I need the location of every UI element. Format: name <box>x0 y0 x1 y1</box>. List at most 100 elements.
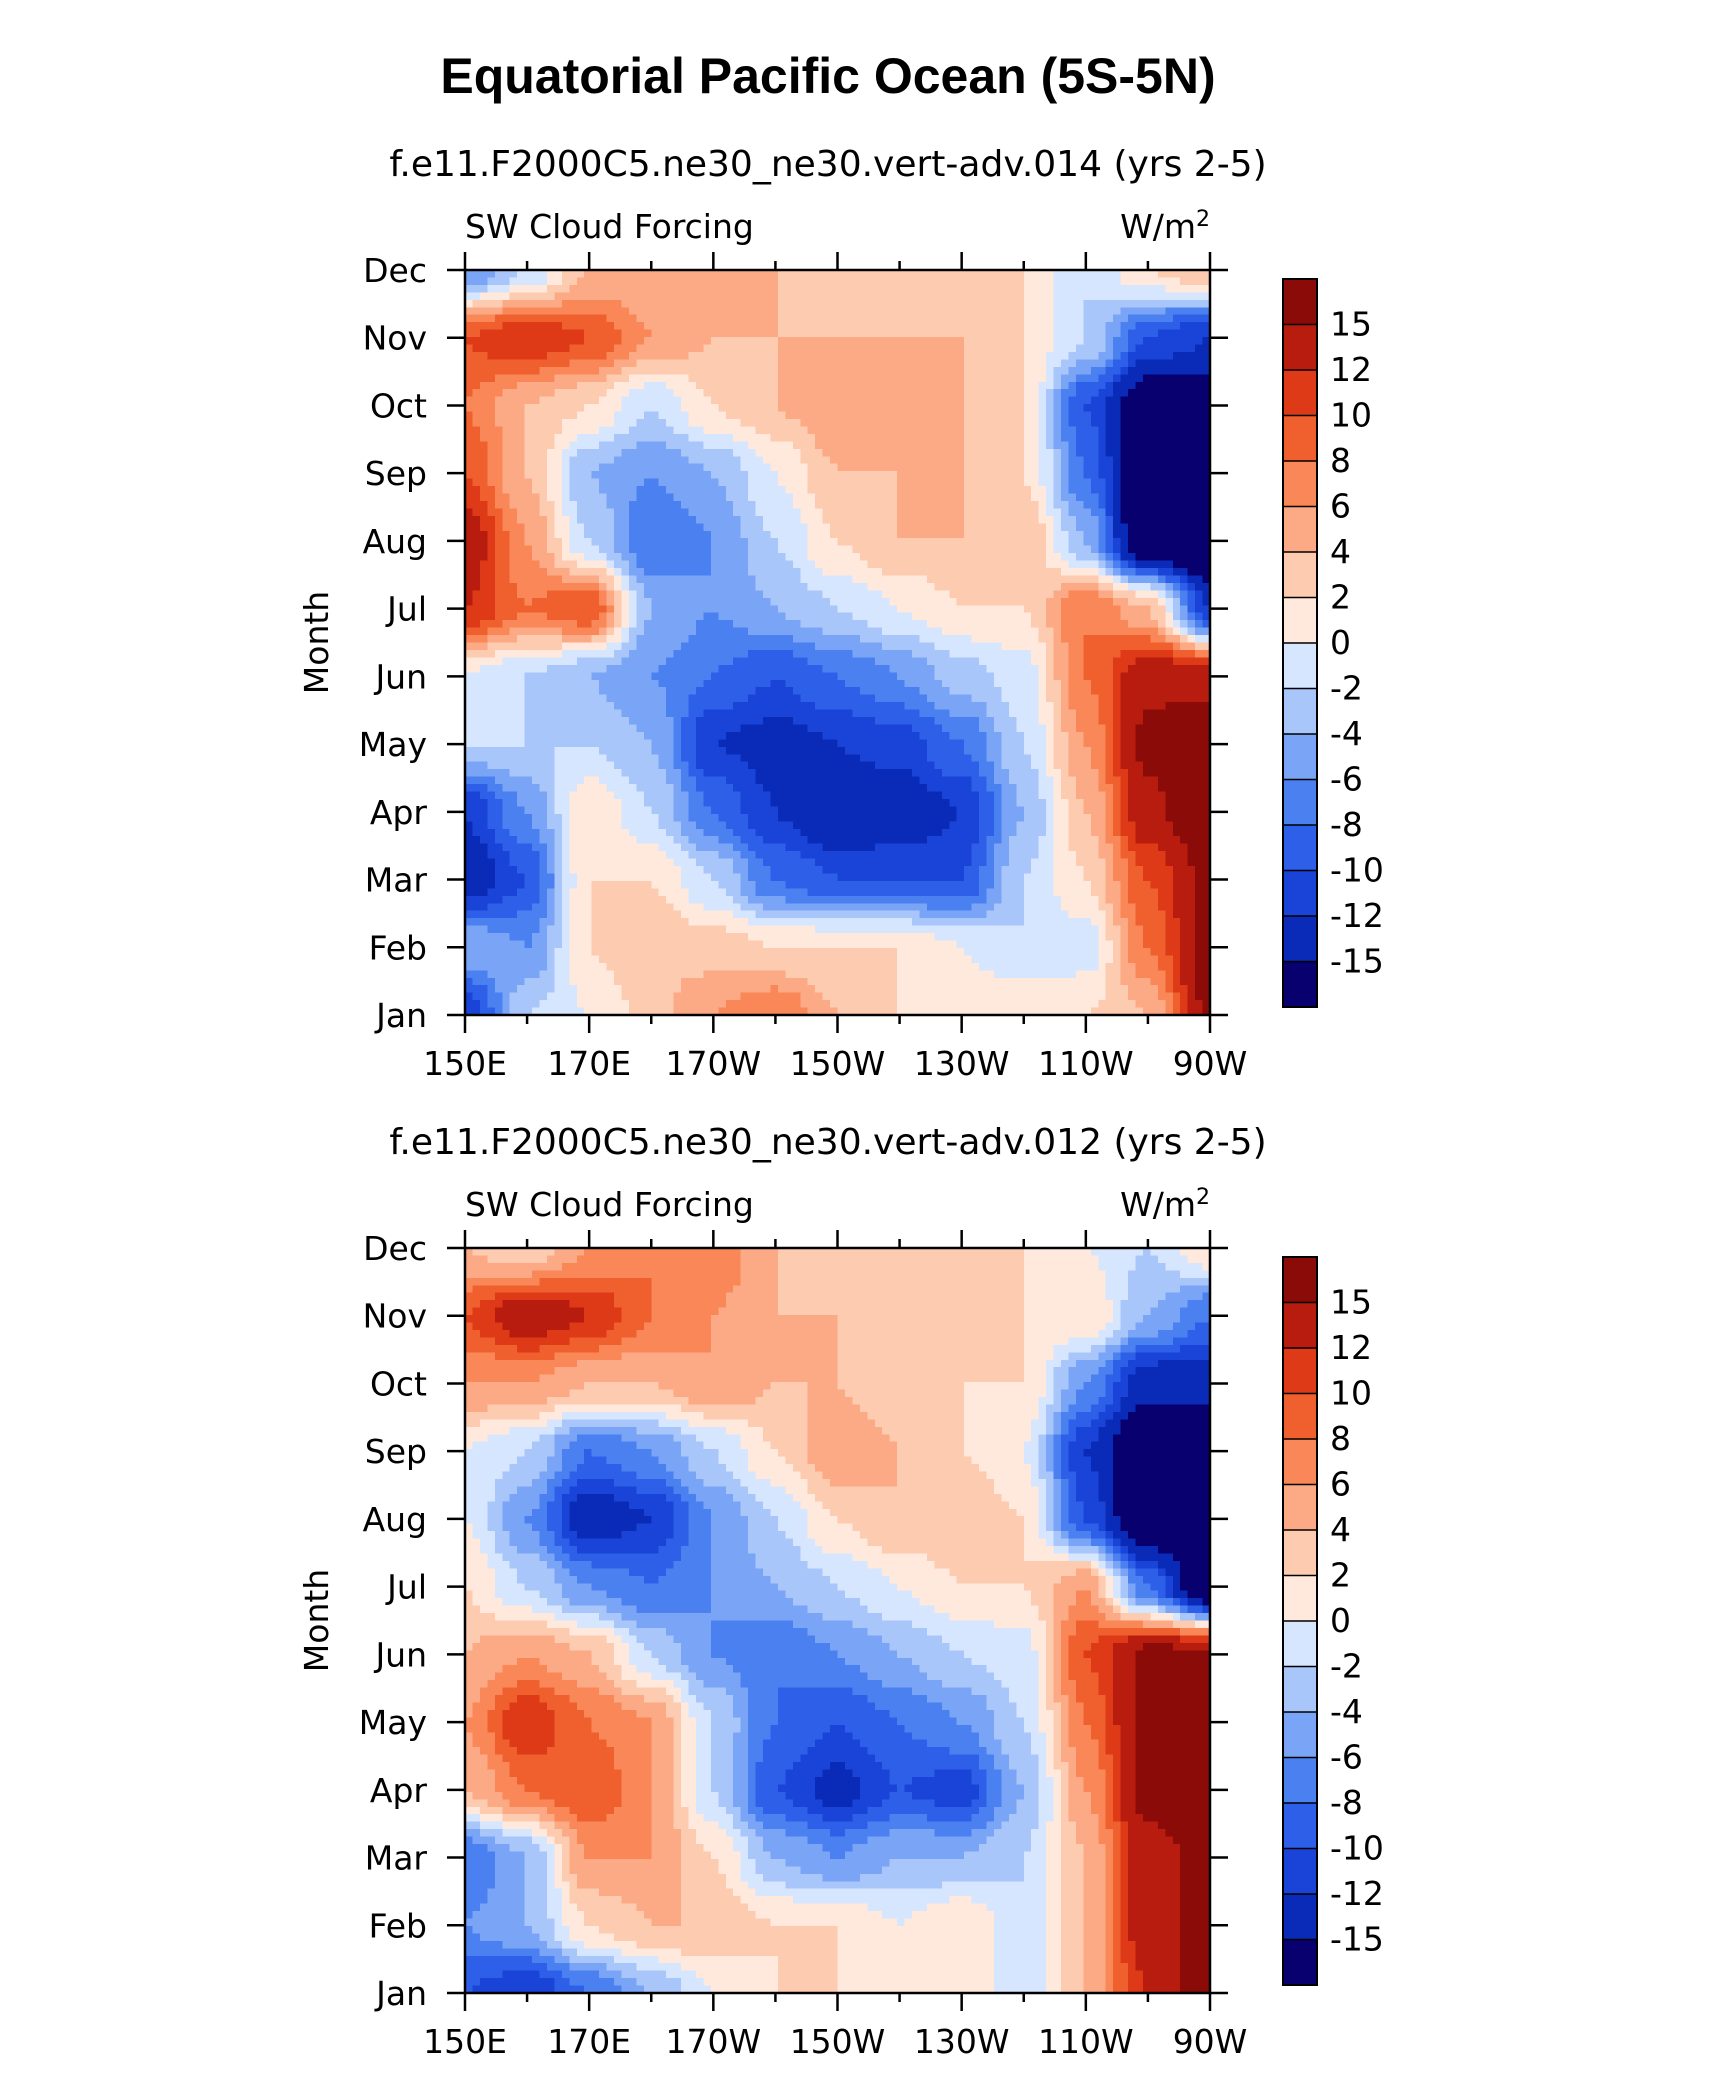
heatmap-cell <box>621 404 629 412</box>
heatmap-cell <box>1188 337 1196 345</box>
heatmap-cell <box>1128 367 1136 375</box>
heatmap-cell <box>1136 300 1144 308</box>
heatmap-cell <box>1143 412 1151 420</box>
heatmap-cell <box>502 389 510 397</box>
heatmap-cell <box>964 330 972 338</box>
heatmap-cell <box>629 322 637 330</box>
heatmap-cell <box>562 404 570 412</box>
heatmap-cell <box>1083 315 1091 323</box>
heatmap-cell <box>1098 300 1106 308</box>
heatmap-cell <box>599 419 607 427</box>
heatmap-cell <box>1001 412 1009 420</box>
heatmap-cell <box>919 322 927 330</box>
heatmap-cell <box>1150 345 1158 353</box>
heatmap-cell <box>495 322 503 330</box>
heatmap-cell <box>644 382 652 390</box>
heatmap-cell <box>592 322 600 330</box>
heatmap-cell <box>525 367 533 375</box>
heatmap-cell <box>696 300 704 308</box>
heatmap-cell <box>748 359 756 367</box>
heatmap-cell <box>614 412 622 420</box>
heatmap-cell <box>472 352 480 360</box>
heatmap-cell <box>517 277 525 285</box>
heatmap-cell <box>1195 277 1203 285</box>
heatmap-cell <box>778 412 786 420</box>
heatmap-cell <box>1150 315 1158 323</box>
heatmap-cell <box>703 374 711 382</box>
heatmap-cell <box>927 382 935 390</box>
heatmap-cell <box>942 292 950 300</box>
heatmap-cell <box>778 419 786 427</box>
heatmap-cell <box>1054 419 1062 427</box>
heatmap-cell <box>726 352 734 360</box>
heatmap-cell <box>897 322 905 330</box>
heatmap-cell <box>1024 292 1032 300</box>
heatmap-cell <box>696 345 704 353</box>
heatmap-cell <box>912 337 920 345</box>
heatmap-cell <box>957 382 965 390</box>
heatmap-cell <box>659 397 667 405</box>
heatmap-cell <box>1113 345 1121 353</box>
heatmap-cell <box>756 404 764 412</box>
heatmap-cell <box>621 330 629 338</box>
heatmap-cell <box>994 412 1002 420</box>
heatmap-cell <box>1098 397 1106 405</box>
heatmap-cell <box>472 419 480 427</box>
heatmap-cell <box>830 397 838 405</box>
heatmap-cell <box>577 322 585 330</box>
heatmap-cell <box>547 345 555 353</box>
heatmap-cell <box>1046 412 1054 420</box>
heatmap-cell <box>562 277 570 285</box>
heatmap-cell <box>689 367 697 375</box>
heatmap-cell <box>1016 330 1024 338</box>
heatmap-cell <box>1009 367 1017 375</box>
heatmap-cell <box>517 367 525 375</box>
heatmap-cell <box>838 352 846 360</box>
heatmap-cell <box>845 315 853 323</box>
heatmap-cell <box>480 322 488 330</box>
heatmap-cell <box>1150 419 1158 427</box>
heatmap-cell <box>949 397 957 405</box>
heatmap-cell <box>502 352 510 360</box>
heatmap-cell <box>808 367 816 375</box>
heatmap-cell <box>711 419 719 427</box>
heatmap-cell <box>957 419 965 427</box>
heatmap-cell <box>1180 352 1188 360</box>
heatmap-cell <box>472 330 480 338</box>
heatmap-cell <box>860 404 868 412</box>
heatmap-cell <box>607 307 615 315</box>
heatmap-cell <box>540 307 548 315</box>
heatmap-cell <box>942 367 950 375</box>
heatmap-cell <box>540 382 548 390</box>
heatmap-cell <box>1009 359 1017 367</box>
heatmap-cell <box>979 307 987 315</box>
heatmap-cell <box>1076 374 1084 382</box>
heatmap-cell <box>651 412 659 420</box>
heatmap-cell <box>1121 300 1129 308</box>
heatmap-cell <box>1061 419 1069 427</box>
heatmap-cell <box>882 292 890 300</box>
heatmap-cell <box>875 330 883 338</box>
heatmap-cell <box>912 277 920 285</box>
heatmap-cell <box>703 352 711 360</box>
heatmap-cell <box>651 285 659 293</box>
heatmap-cell <box>1173 345 1181 353</box>
heatmap-cell <box>979 345 987 353</box>
heatmap-cell <box>1076 337 1084 345</box>
heatmap-cell <box>614 285 622 293</box>
heatmap-cell <box>1188 374 1196 382</box>
heatmap-cell <box>748 397 756 405</box>
heatmap-cell <box>1039 322 1047 330</box>
heatmap-cell <box>741 389 749 397</box>
heatmap-cell <box>644 315 652 323</box>
heatmap-cell <box>1128 330 1136 338</box>
heatmap-cell <box>756 292 764 300</box>
heatmap-cell <box>800 300 808 308</box>
heatmap-cell <box>674 337 682 345</box>
heatmap-cell <box>770 337 778 345</box>
heatmap-cell <box>1150 307 1158 315</box>
heatmap-cell <box>502 345 510 353</box>
heatmap-cell <box>845 277 853 285</box>
heatmap-cell <box>480 330 488 338</box>
heatmap-cell <box>957 397 965 405</box>
